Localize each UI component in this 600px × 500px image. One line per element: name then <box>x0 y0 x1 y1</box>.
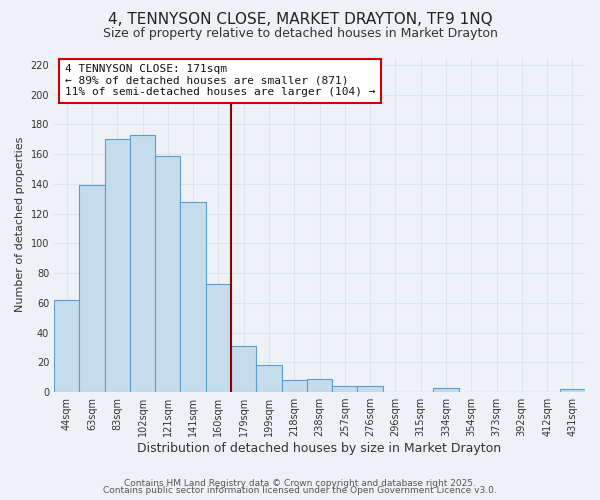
Text: 4 TENNYSON CLOSE: 171sqm
← 89% of detached houses are smaller (871)
11% of semi-: 4 TENNYSON CLOSE: 171sqm ← 89% of detach… <box>65 64 375 98</box>
Bar <box>256 366 281 392</box>
Text: 4, TENNYSON CLOSE, MARKET DRAYTON, TF9 1NQ: 4, TENNYSON CLOSE, MARKET DRAYTON, TF9 1… <box>107 12 493 28</box>
Bar <box>281 380 307 392</box>
Bar <box>54 300 79 392</box>
Text: Contains public sector information licensed under the Open Government Licence v3: Contains public sector information licen… <box>103 486 497 495</box>
Bar <box>358 386 383 392</box>
Bar <box>181 202 206 392</box>
Bar <box>104 140 130 392</box>
X-axis label: Distribution of detached houses by size in Market Drayton: Distribution of detached houses by size … <box>137 442 502 455</box>
Y-axis label: Number of detached properties: Number of detached properties <box>15 137 25 312</box>
Text: Contains HM Land Registry data © Crown copyright and database right 2025.: Contains HM Land Registry data © Crown c… <box>124 478 476 488</box>
Bar <box>332 386 358 392</box>
Bar <box>231 346 256 392</box>
Bar <box>130 135 155 392</box>
Text: Size of property relative to detached houses in Market Drayton: Size of property relative to detached ho… <box>103 28 497 40</box>
Bar <box>155 156 181 392</box>
Bar <box>560 389 585 392</box>
Bar <box>79 186 104 392</box>
Bar <box>307 378 332 392</box>
Bar <box>206 284 231 392</box>
Bar <box>433 388 458 392</box>
